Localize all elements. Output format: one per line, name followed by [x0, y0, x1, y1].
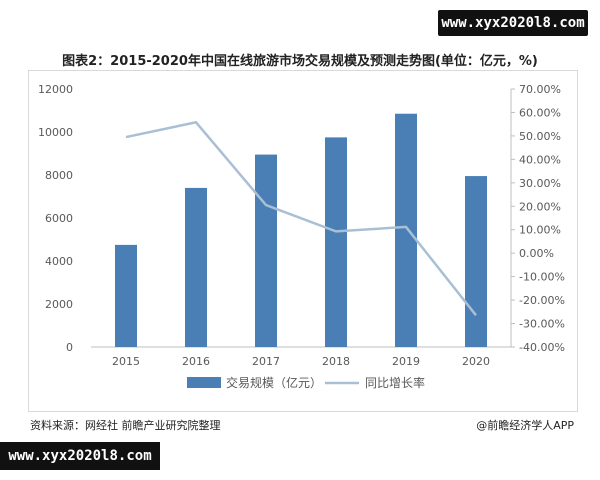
bar	[115, 244, 137, 347]
y2-tick-label: 50.00%	[519, 130, 561, 143]
legend-swatch-bar	[187, 377, 221, 388]
watermark-top: www.xyx2020l8.com	[438, 10, 588, 36]
y2-tick-label: 10.00%	[519, 224, 561, 237]
y2-tick-label: 30.00%	[519, 177, 561, 190]
source-note: 资料来源：网经社 前瞻产业研究院整理	[30, 419, 221, 432]
x-tick-label: 2020	[462, 355, 490, 368]
y2-tick-label: 20.00%	[519, 200, 561, 213]
bar	[395, 113, 417, 347]
legend-label-bar: 交易规模（亿元）	[226, 375, 322, 390]
growth-rate-line	[125, 120, 477, 317]
credit-note: @前瞻经济学人APP	[476, 419, 574, 432]
y-tick-label: 4000	[45, 255, 73, 268]
bar	[325, 137, 347, 347]
x-tick-label: 2016	[182, 355, 210, 368]
y2-tick-label: 70.00%	[519, 83, 561, 96]
legend-label-line: 同比增长率	[365, 375, 425, 390]
bar	[255, 154, 277, 347]
bar	[465, 176, 487, 347]
y-tick-label: 2000	[45, 298, 73, 311]
watermark-bottom: www.xyx2020l8.com	[0, 442, 160, 470]
y-tick-label: 10000	[38, 126, 73, 139]
x-tick-label: 2015	[112, 355, 140, 368]
y2-tick-label: -40.00%	[519, 341, 565, 354]
chart-title: 图表2：2015-2020年中国在线旅游市场交易规模及预测走势图(单位：亿元，%…	[62, 54, 538, 69]
x-tick-label: 2017	[252, 355, 280, 368]
y2-tick-label: -30.00%	[519, 318, 565, 331]
x-tick-label: 2019	[392, 355, 420, 368]
y-tick-label: 8000	[45, 169, 73, 182]
y2-tick-label: -20.00%	[519, 294, 565, 307]
bar	[185, 187, 207, 347]
x-tick-label: 2018	[322, 355, 350, 368]
y2-tick-label: 0.00%	[519, 247, 554, 260]
y2-tick-label: 40.00%	[519, 153, 561, 166]
chart-area: 0 2000 4000 6000 8000 10000 12000 -40.00% -30.00…	[28, 70, 578, 412]
y2-tick-label: -10.00%	[519, 271, 565, 284]
y-tick-label: 12000	[38, 83, 73, 96]
y-tick-label: 0	[66, 341, 73, 354]
y-tick-label: 6000	[45, 212, 73, 225]
chart-svg: 0 2000 4000 6000 8000 10000 12000 -40.00% -30.00…	[38, 83, 565, 390]
y2-tick-label: 60.00%	[519, 106, 561, 119]
